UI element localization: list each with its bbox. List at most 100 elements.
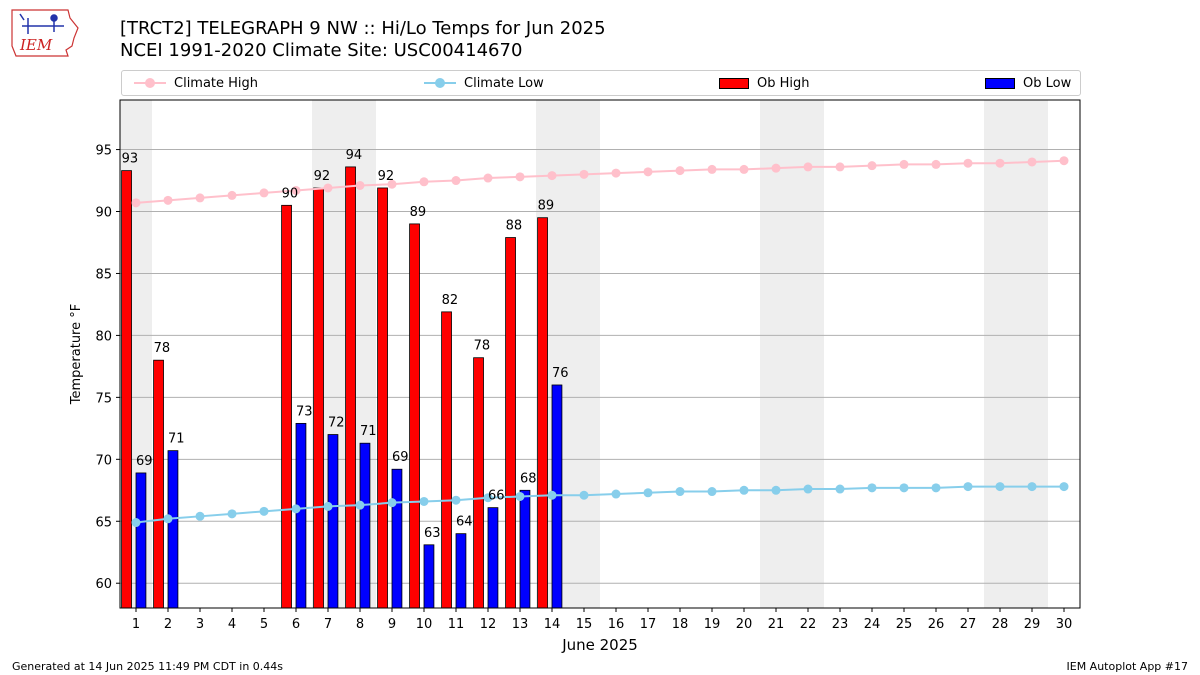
ob-low-data-label: 71 [360, 424, 377, 439]
weekend-shade [792, 100, 824, 608]
x-tick-label: 14 [544, 617, 561, 632]
ob-high-data-label: 78 [154, 341, 171, 356]
legend-item-ob-high: Ob High [719, 71, 810, 95]
climate-high-point [643, 167, 653, 177]
ob-high-data-label: 82 [442, 293, 459, 308]
legend-label: Climate High [174, 75, 259, 91]
legend-box-icon [719, 77, 749, 89]
climate-high-point [227, 190, 237, 200]
ob-low-data-label: 69 [392, 450, 409, 465]
ob-low-bar [167, 450, 179, 609]
climate-low-point [1027, 482, 1037, 492]
ob-high-bar [377, 187, 388, 609]
climate-low-point [227, 509, 237, 519]
x-tick-label: 18 [672, 617, 689, 632]
ob-low-bar [519, 489, 531, 609]
y-tick-label: 80 [95, 329, 112, 344]
ob-low-bar [455, 533, 467, 609]
ob-high-bar [537, 217, 548, 609]
climate-high-point [387, 179, 397, 189]
climate-low-point [259, 506, 269, 516]
ob-low-data-label: 66 [488, 489, 505, 504]
climate-high-point [707, 164, 717, 174]
climate-low-point [355, 500, 365, 510]
x-tick-label: 13 [512, 617, 529, 632]
climate-high-point [195, 193, 205, 203]
ob-low-bar [295, 422, 307, 609]
x-tick-label: 8 [356, 617, 364, 632]
x-tick-label: 4 [228, 617, 236, 632]
x-tick-label: 26 [928, 617, 945, 632]
x-tick-label: 28 [992, 617, 1009, 632]
climate-high-point [163, 195, 173, 205]
ob-low-data-label: 71 [168, 432, 185, 447]
climate-high-point [1059, 156, 1069, 166]
ob-high-bar [505, 237, 516, 609]
climate-high-point [675, 166, 685, 176]
ob-low-data-label: 72 [328, 416, 345, 431]
y-tick-label: 90 [95, 206, 112, 221]
y-tick-label: 75 [95, 391, 112, 406]
x-tick-label: 2 [164, 617, 172, 632]
climate-high-point [771, 163, 781, 173]
iem-logo: IEM [11, 9, 79, 57]
climate-low-point [547, 490, 557, 500]
climate-low-point [515, 491, 525, 501]
x-tick-label: 15 [576, 617, 593, 632]
climate-low-point [899, 483, 909, 493]
x-tick-label: 24 [864, 617, 881, 632]
x-tick-label: 22 [800, 617, 817, 632]
climate-low-line [135, 485, 1064, 524]
climate-high-point [355, 180, 365, 190]
climate-high-point [547, 171, 557, 181]
climate-high-point [739, 164, 749, 174]
plot-frame [119, 99, 1081, 609]
ob-high-data-label: 89 [410, 205, 427, 220]
climate-high-point [1027, 157, 1037, 167]
climate-low-point [771, 485, 781, 495]
weekend-shade [1016, 100, 1048, 608]
climate-high-point [515, 172, 525, 182]
ob-high-bar [345, 166, 356, 609]
climate-low-point [803, 484, 813, 494]
x-tick-label: 23 [832, 617, 849, 632]
climate-low-point [867, 483, 877, 493]
climate-low-point [291, 504, 301, 514]
legend-label: Ob High [757, 75, 810, 91]
ob-low-data-label: 76 [552, 366, 569, 381]
ob-high-data-label: 92 [314, 169, 331, 184]
app-credit: IEM Autoplot App #17 [1066, 660, 1189, 673]
climate-high-point [291, 185, 301, 195]
x-tick-label: 12 [480, 617, 497, 632]
ob-high-data-label: 88 [506, 219, 523, 234]
ob-low-bar [359, 442, 371, 609]
x-tick-label: 27 [960, 617, 977, 632]
legend-item-ob-low: Ob Low [985, 71, 1071, 95]
climate-low-point [163, 514, 173, 524]
climate-low-point [643, 488, 653, 498]
x-tick-label: 16 [608, 617, 625, 632]
climate-high-point [483, 173, 493, 183]
ob-low-bar [487, 507, 499, 609]
climate-high-point [867, 161, 877, 171]
x-tick-label: 17 [640, 617, 657, 632]
climate-high-point [931, 159, 941, 169]
x-axis-label: June 2025 [561, 636, 638, 654]
x-tick-label: 30 [1056, 617, 1073, 632]
ob-high-data-label: 92 [378, 169, 395, 184]
climate-low-point [995, 482, 1005, 492]
y-axis-label: Temperature °F [69, 304, 84, 405]
ob-high-data-label: 94 [346, 148, 363, 163]
climate-high-point [451, 176, 461, 186]
climate-low-point [963, 482, 973, 492]
climate-low-point [131, 518, 141, 528]
x-tick-label: 9 [388, 617, 396, 632]
weekend-shade [568, 100, 600, 608]
ob-high-data-label: 93 [122, 152, 139, 167]
climate-low-point [1059, 482, 1069, 492]
climate-low-point [419, 496, 429, 506]
y-tick-label: 85 [95, 267, 112, 282]
climate-high-point [803, 162, 813, 172]
x-tick-label: 10 [416, 617, 433, 632]
